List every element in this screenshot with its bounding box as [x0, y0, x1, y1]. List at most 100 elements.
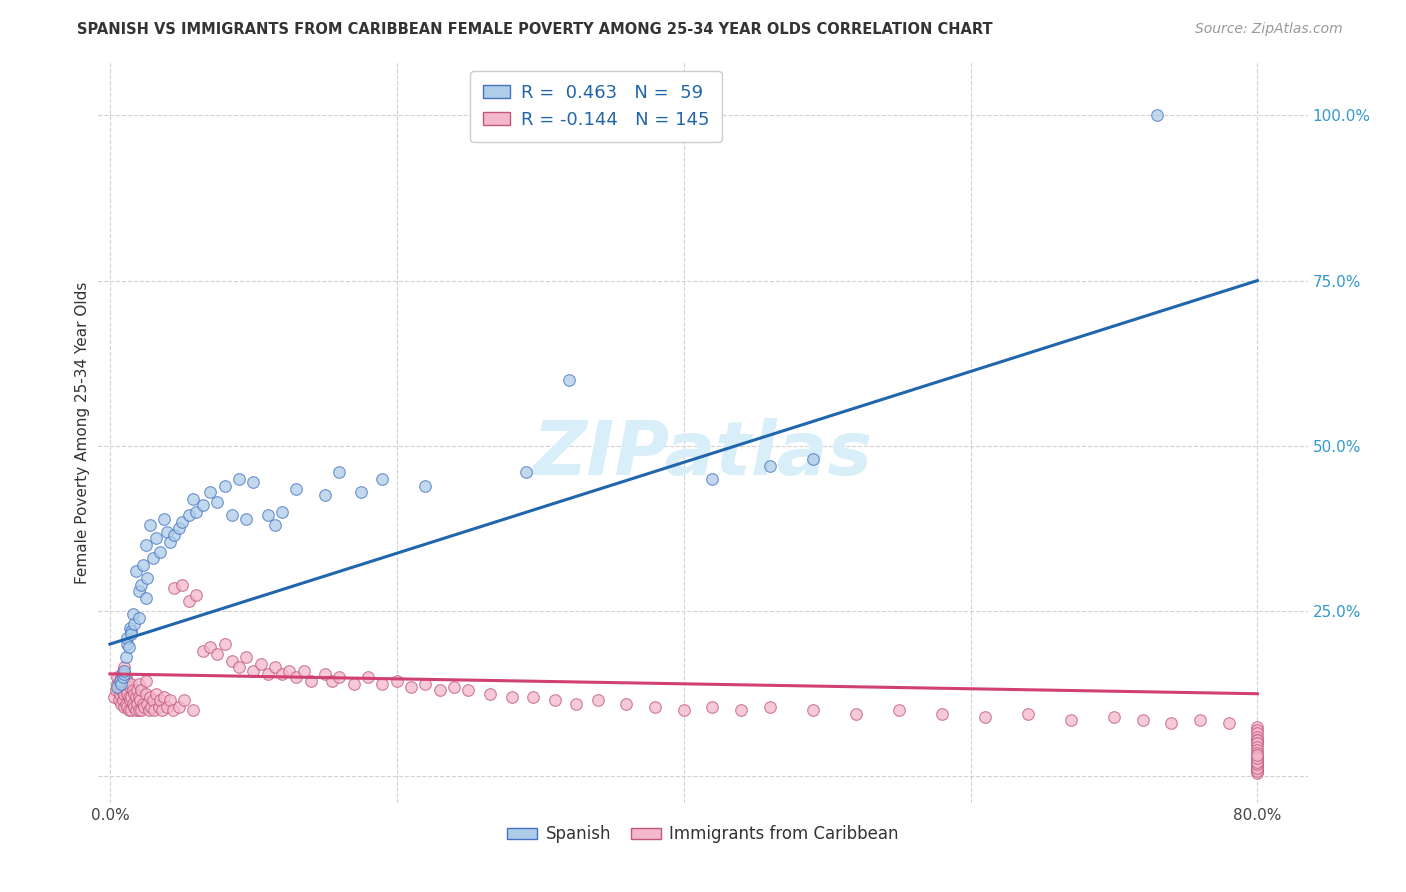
Point: [115, 631, 138, 645]
Point: [200, 640, 222, 655]
Point: [111, 693, 134, 707]
Point: [214, 478, 236, 492]
Point: [110, 697, 132, 711]
Point: [1246, 751, 1268, 765]
Point: [108, 673, 131, 688]
Point: [200, 485, 222, 500]
Point: [120, 703, 142, 717]
Point: [235, 650, 257, 665]
Point: [457, 683, 479, 698]
Point: [125, 565, 148, 579]
Point: [614, 697, 637, 711]
Point: [1246, 746, 1268, 760]
Point: [120, 624, 142, 638]
Point: [702, 700, 724, 714]
Point: [112, 700, 135, 714]
Point: [385, 673, 408, 688]
Point: [181, 491, 204, 506]
Point: [145, 532, 167, 546]
Point: [1102, 710, 1125, 724]
Point: [522, 690, 544, 704]
Point: [1188, 713, 1211, 727]
Point: [278, 664, 301, 678]
Point: [141, 700, 163, 714]
Point: [163, 528, 186, 542]
Point: [110, 670, 132, 684]
Point: [153, 511, 176, 525]
Point: [263, 518, 285, 533]
Point: [357, 670, 380, 684]
Point: [242, 664, 264, 678]
Point: [131, 703, 153, 717]
Point: [292, 664, 315, 678]
Point: [135, 687, 157, 701]
Point: [371, 472, 394, 486]
Point: [443, 680, 465, 694]
Point: [159, 693, 181, 707]
Point: [132, 697, 155, 711]
Point: [256, 666, 278, 681]
Point: [173, 693, 195, 707]
Point: [110, 683, 132, 698]
Point: [167, 521, 190, 535]
Point: [118, 680, 141, 694]
Point: [271, 666, 294, 681]
Point: [121, 607, 143, 622]
Point: [125, 703, 148, 717]
Point: [1246, 748, 1268, 763]
Point: [1246, 733, 1268, 747]
Point: [242, 475, 264, 490]
Point: [271, 505, 294, 519]
Point: [128, 677, 150, 691]
Point: [167, 700, 190, 714]
Point: [110, 677, 132, 691]
Point: [170, 577, 193, 591]
Point: [112, 664, 135, 678]
Point: [973, 710, 995, 724]
Text: Source: ZipAtlas.com: Source: ZipAtlas.com: [1195, 22, 1343, 37]
Point: [1246, 720, 1268, 734]
Point: [115, 637, 138, 651]
Point: [128, 611, 150, 625]
Point: [801, 452, 824, 467]
Point: [139, 690, 162, 704]
Point: [702, 472, 724, 486]
Point: [127, 683, 149, 698]
Point: [214, 637, 236, 651]
Point: [1246, 764, 1268, 778]
Point: [1246, 766, 1268, 780]
Point: [170, 515, 193, 529]
Point: [136, 697, 159, 711]
Point: [263, 660, 285, 674]
Point: [108, 673, 131, 688]
Point: [104, 683, 127, 698]
Point: [142, 693, 165, 707]
Point: [314, 488, 336, 502]
Point: [111, 677, 134, 691]
Point: [131, 683, 153, 698]
Point: [235, 511, 257, 525]
Y-axis label: Female Poverty Among 25-34 Year Olds: Female Poverty Among 25-34 Year Olds: [75, 282, 90, 583]
Point: [371, 677, 394, 691]
Point: [135, 538, 157, 552]
Point: [149, 544, 172, 558]
Point: [114, 683, 136, 698]
Point: [117, 703, 139, 717]
Point: [1246, 739, 1268, 754]
Point: [1132, 713, 1154, 727]
Text: ZIPatlas: ZIPatlas: [533, 418, 873, 491]
Point: [1246, 733, 1268, 747]
Point: [299, 673, 322, 688]
Point: [191, 499, 214, 513]
Point: [143, 703, 166, 717]
Point: [221, 508, 243, 523]
Point: [221, 654, 243, 668]
Point: [758, 458, 780, 473]
Point: [124, 617, 146, 632]
Point: [118, 693, 141, 707]
Point: [129, 693, 152, 707]
Point: [117, 640, 139, 655]
Point: [120, 677, 142, 691]
Point: [120, 627, 142, 641]
Point: [543, 693, 565, 707]
